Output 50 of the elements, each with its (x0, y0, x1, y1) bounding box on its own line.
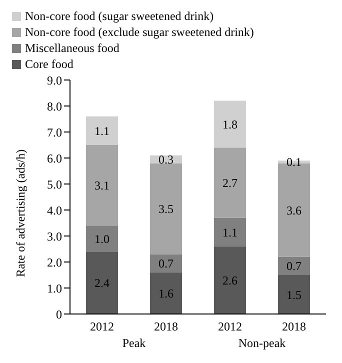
x-tick-label: 2012 (218, 320, 242, 334)
x-tick-label: 2018 (154, 320, 178, 334)
data-label: 0.1 (286, 155, 302, 170)
legend-label: Miscellaneous food (25, 40, 120, 56)
bar (214, 246, 246, 314)
y-tick-label: 7.0 (47, 125, 62, 140)
data-label: 2.4 (94, 276, 110, 290)
legend-label: Non-core food (sugar sweetened drink) (25, 8, 214, 24)
data-label: 0.7 (158, 256, 174, 271)
data-label: 3.6 (286, 203, 302, 218)
bar (150, 272, 182, 314)
bar (86, 145, 118, 226)
y-tick-label: 9.0 (47, 73, 62, 88)
y-tick-label: 8.0 (47, 99, 62, 114)
data-label: 0.3 (158, 152, 174, 167)
bar (86, 116, 118, 145)
bar (214, 218, 246, 246)
y-tick-label: 2.0 (47, 255, 62, 270)
bar (278, 275, 310, 314)
data-label: 3.1 (94, 178, 110, 193)
data-label: 2.6 (222, 273, 238, 288)
data-label: 1.0 (94, 232, 110, 246)
y-tick-label: 5.0 (47, 177, 62, 192)
bar (214, 148, 246, 218)
bar (278, 256, 310, 275)
y-tick-label: 6.0 (47, 151, 62, 166)
data-label: 1.1 (94, 124, 110, 138)
bar (214, 100, 246, 148)
y-tick-label: 3.0 (47, 229, 62, 244)
legend-label: Core food (25, 56, 74, 72)
data-label: 1.5 (286, 288, 302, 302)
bar (86, 226, 118, 252)
data-label: 0.7 (286, 259, 302, 274)
y-tick-label: 0 (56, 307, 62, 322)
y-tick-label: 4.0 (47, 203, 62, 218)
data-label: 1.6 (158, 286, 174, 300)
y-tick-label: 1.0 (47, 281, 62, 296)
bar (150, 163, 182, 254)
legend-label: Non-core food (exclude sugar sweetened drink) (25, 24, 254, 40)
data-label: 1.8 (222, 117, 238, 132)
data-label: 2.7 (222, 176, 238, 190)
bar (150, 254, 182, 272)
data-label: 1.1 (222, 225, 238, 240)
x-tick-label: 2018 (282, 320, 306, 334)
y-axis-title: Rate of advertising (ads/h) (13, 149, 28, 277)
text: Non-peak (237, 336, 287, 351)
bar (86, 252, 118, 314)
data-label: 3.5 (158, 202, 174, 216)
text: Peak (121, 336, 147, 351)
x-tick-label: 2012 (90, 320, 114, 334)
